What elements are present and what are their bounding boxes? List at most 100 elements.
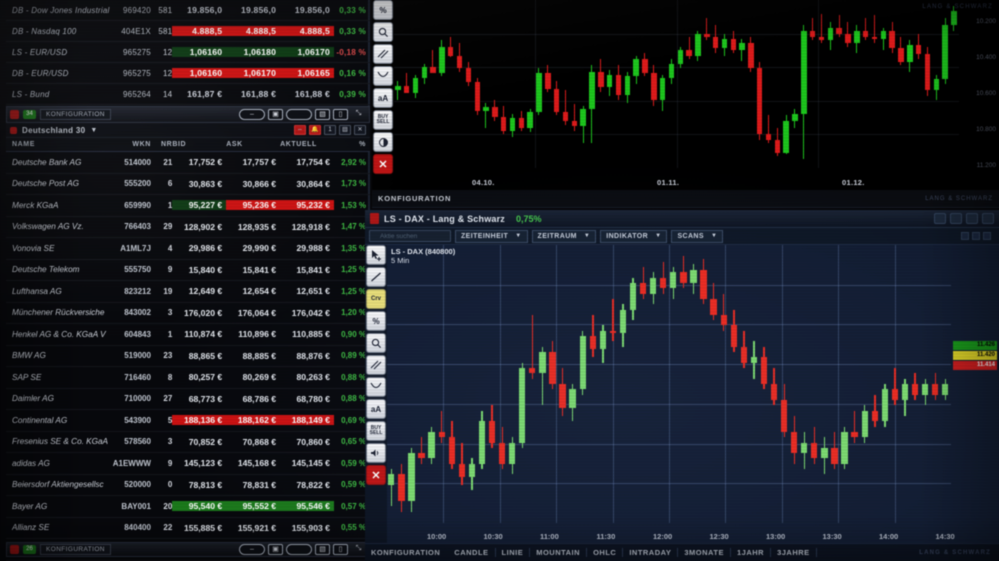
bottom-linie[interactable]: LINIE [496,548,531,557]
table-row[interactable]: Deutsche Bank AG 514000 21 17,752 € 17,757 €… [6,152,370,174]
grid-toggle-button[interactable] [961,232,969,240]
table-row[interactable]: Beiersdorf Aktiengesellsc 520000 0 78,813 €… [6,475,370,496]
contrast-icon[interactable] [373,132,393,152]
percent-icon-low[interactable]: % [366,311,386,331]
text-size-icon[interactable]: aA [373,88,393,108]
table-row[interactable]: adidas AG A1EWWW 9 145,123 € 145,168 € 145,14… [6,453,370,475]
bottom-3monate[interactable]: 3MONATE [678,548,731,557]
dax-window-controls[interactable] [934,213,994,224]
dropdown-zeitraum[interactable]: ZEITRAUM ▼ [531,229,597,243]
bottom-mountain[interactable]: MOUNTAIN [530,548,588,557]
parallel-lines-icon-low[interactable] [366,355,386,375]
column-nr[interactable]: NR [161,141,173,148]
column-aktuell[interactable]: AKTUELL [280,141,317,148]
konfiguration-chip[interactable]: KONFIGURATION [40,109,111,120]
maximize-button-dax[interactable] [966,213,978,224]
dax-bottom-toolbar[interactable]: KONFIGURATION CANDLE LINIE MOUNTAIN OHLC… [365,543,999,561]
percent-icon[interactable]: % [373,0,393,20]
close-icon[interactable]: ✕ [373,154,393,174]
close-icon-low[interactable]: ✕ [366,465,386,485]
minimize-button-dax[interactable] [934,213,946,224]
buy-sell-icon-low[interactable]: BUY SELL [366,421,386,441]
search-input[interactable]: Aktie suchen [369,230,451,242]
crosshair-icon[interactable]: Crv [366,289,386,309]
table-row[interactable]: BMW AG 519000 23 88,865 €88,885 €88,876 €0,… [6,346,370,367]
bottom-3jahre[interactable]: 3JAHRE [771,548,817,557]
curve-icon-low[interactable] [366,377,386,397]
restore-button-bottom[interactable]: ▣ [268,544,283,555]
table-row[interactable]: Daimler AG 710000 27 68,773 € 68,786 € 68,780… [6,389,370,410]
table-row[interactable]: Continental AG 543900 5 188,136 €188,162 €1… [6,410,370,432]
bottom-1jahr[interactable]: 1JAHR [731,548,772,557]
konfiguration-label[interactable]: KONFIGURATION [378,194,452,203]
dax-chart-toolbar[interactable]: Aktie suchen ZEITEINHEIT ▼ ZEITRAUM ▼ IN… [365,228,999,245]
table-row[interactable]: Deutsche Post AG 555200 6 30,863 € 30,866 € 3… [6,174,370,195]
close-dot-icon-bottom[interactable] [10,545,19,554]
close-button-dax[interactable] [982,213,994,224]
dax-toolbar-extra-buttons[interactable] [961,232,995,240]
watchlist-titlebar[interactable]: 34 KONFIGURATION – ▣ ▧ ▯ ⤡ [6,106,370,123]
window-controls[interactable]: – ▣ ▧ ▯ ⤡ [239,109,366,120]
table-row[interactable]: Merck KGaA 659990 1 95,227 €95,236 €95,232 … [6,195,370,217]
dax-chart-drawing-toolbar[interactable]: Crv % aA BUY SELL ✕ [365,245,387,561]
column-percent[interactable]: % [359,141,366,148]
popout-button[interactable]: ▧ [315,109,330,120]
popout-button-bottom[interactable]: ▧ [315,544,330,555]
page-1-button[interactable]: 1 [324,125,336,135]
dock-button[interactable]: ▯ [333,109,348,120]
fullscreen-button[interactable] [983,232,991,240]
column-bid[interactable]: BID [172,141,187,148]
table-row[interactable]: Volkswagen AG Vz. 766403 29 128,902 € 128,93… [6,217,370,238]
watchlist-bottom-bar[interactable]: 26 KONFIGURATION – ▣ ▧ ▯ ⤡ [6,542,370,557]
trendline-icon[interactable] [366,267,386,287]
column-wkn[interactable]: WKN [132,141,151,148]
watchlist-actions[interactable]: ⇔ 🔔 1 ▤ ✕ [294,125,366,135]
chevron-down-icon[interactable]: ▼ [90,126,98,134]
dropdown-scans[interactable]: SCANS ▼ [671,229,724,243]
index-row[interactable]: LS - EUR/USD 965275 12 1,06160 1,06180 1,0617… [6,42,370,63]
table-row[interactable]: Vonovia SE A1ML7J 4 29,986 € 29,990 € 29,988 … [6,238,370,260]
dropdown-indikator[interactable]: INDIKATOR ▼ [600,229,668,243]
restore-button[interactable]: ▣ [268,109,283,120]
table-row[interactable]: Lufthansa AG 823212 19 12,649 € 12,654 € 12,6… [6,281,370,303]
bottom-intraday[interactable]: INTRADAY [623,548,679,557]
settings-button[interactable] [972,232,980,240]
dax-chart-area[interactable]: LS - DAX (840800) 5 Min 11.426 11.420 11.4… [387,245,999,561]
column-ask[interactable]: ASK [226,141,243,148]
cursor-add-icon[interactable] [366,245,386,265]
index-row[interactable]: DB - EUR/USD 965275 12 1,06160 1,06170 1,0616… [6,63,370,84]
magnifier-icon[interactable] [373,22,393,42]
alert-bell-icon[interactable]: 🔔 [309,125,321,135]
top-chart-config-bar[interactable]: KONFIGURATION LANG & SCHWARZ [372,190,999,208]
curve-icon[interactable] [373,66,393,86]
speaker-icon[interactable] [366,443,386,463]
link-button[interactable]: ⇔ [294,125,306,135]
magnifier-icon-low[interactable] [366,333,386,353]
top-chart-toolbar[interactable]: % aA BUY SELL ✕ [372,0,394,190]
minimize-button-bottom[interactable]: – [239,544,265,555]
window-controls-bottom[interactable]: – ▣ ▧ ▯ ⤡ [239,544,366,555]
watchlist-subbar[interactable]: Deutschland 30 ▼ ⇔ 🔔 1 ▤ ✕ [6,123,370,138]
table-row[interactable]: Allianz SE 840400 22 155,885 € 155,921 € 155,… [6,518,370,539]
table-row[interactable]: Bayer AG BAY001 20 95,540 €95,552 €95,546 €… [6,496,370,518]
buy-sell-icon[interactable]: BUY SELL [373,110,393,130]
index-row[interactable]: DB - Dow Jones Industrial 969420 581 19.856… [6,0,370,21]
resize-grip-icon[interactable]: ⤡ [355,110,362,117]
daily-candlestick-chart[interactable]: LANG & SCHWARZ 04.10. 01.11. 01.12. 10.200 1… [372,0,999,190]
dropdown-zeiteinheit[interactable]: ZEITEINHEIT ▼ [455,229,528,243]
index-row[interactable]: LS - Bund 965264 14 161,87 € 161,88 € 161,88 … [6,84,370,105]
dock-button-bottom[interactable]: ▯ [333,544,348,555]
restore-button-dax[interactable] [950,213,962,224]
text-size-icon-low[interactable]: aA [366,399,386,419]
parallel-lines-icon[interactable] [373,44,393,64]
table-row[interactable]: Münchener Rückversiche 843002 3 176,020 € 17… [6,303,370,324]
index-row[interactable]: DB - Nasdaq 100 404E1X 581 4.888,5 4.888,5 4.… [6,21,370,42]
bottom-candle[interactable]: CANDLE [448,548,496,557]
table-row[interactable]: SAP SE 716460 8 80,257 €80,269 €80,263 €0,8… [6,367,370,389]
table-row[interactable]: Fresenius SE & Co. KGaA 578560 3 70,852 € 70… [6,432,370,453]
table-row[interactable]: Henkel AG & Co. KGaA V 604843 1 110,874 € 11… [6,324,370,346]
copy-button[interactable]: ▤ [339,125,351,135]
dax-window-titlebar[interactable]: LS - DAX - Lang & Schwarz 0,75% [365,210,999,228]
resize-grip-icon-bottom[interactable]: ⤡ [355,545,362,552]
maximize-button[interactable] [286,109,312,120]
